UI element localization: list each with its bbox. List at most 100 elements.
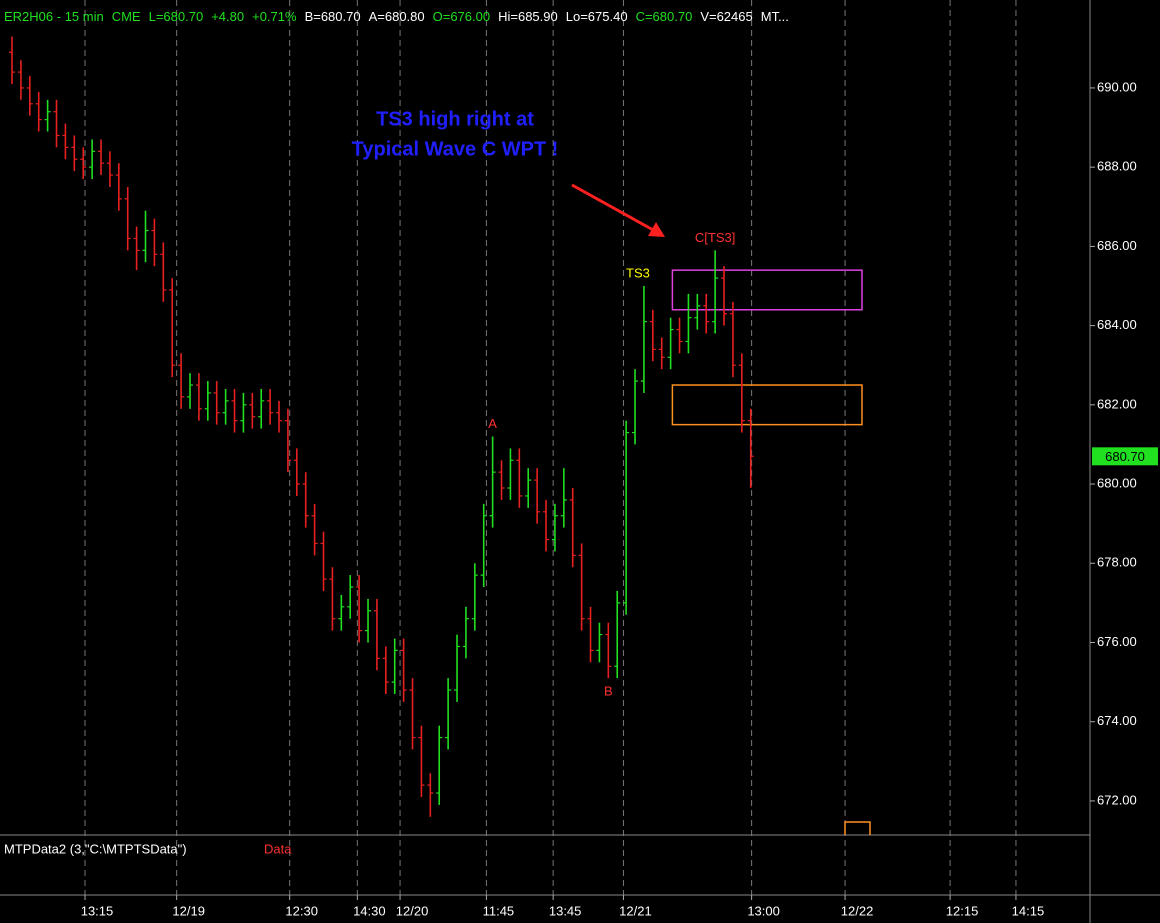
header-field: ER2H06 - 15 min <box>4 9 104 24</box>
ohlc-bar <box>133 226 140 271</box>
ohlc-bar <box>498 460 505 500</box>
ohlc-bar <box>17 60 24 100</box>
y-tick-label: 680.00 <box>1097 475 1137 490</box>
ohlc-bar <box>560 468 567 528</box>
x-tick-label: 12/22 <box>841 903 874 918</box>
x-tick-label: 13:00 <box>747 903 780 918</box>
ohlc-bar <box>551 503 558 552</box>
header-field: A=680.80 <box>369 9 425 24</box>
y-tick-label: 676.00 <box>1097 634 1137 649</box>
ohlc-bar <box>436 725 443 805</box>
x-tick-label: 14:30 <box>353 903 386 918</box>
ohlc-bar <box>676 317 683 354</box>
ohlc-bar <box>471 563 478 631</box>
ohlc-bar <box>382 646 389 694</box>
ohlc-bar <box>195 373 202 421</box>
header-field: +4.80 <box>211 9 244 24</box>
ohlc-bar <box>747 408 754 489</box>
ohlc-bar <box>71 135 78 172</box>
ohlc-bar <box>445 678 452 750</box>
ohlc-bar <box>26 76 33 116</box>
ohlc-bar <box>489 436 496 528</box>
arrow <box>571 183 656 233</box>
y-tick-label: 674.00 <box>1097 713 1137 728</box>
ohlc-bar <box>89 139 96 180</box>
ohlc-bar <box>534 468 541 524</box>
ohlc-bar <box>605 622 612 679</box>
header-field: B=680.70 <box>305 9 361 24</box>
ohlc-bar <box>106 151 113 187</box>
ohlc-bar <box>311 503 318 556</box>
ohlc-bar <box>53 99 60 148</box>
ohlc-bar <box>640 285 647 393</box>
ohlc-bar <box>462 606 469 659</box>
ohlc-bar <box>569 488 576 568</box>
header: ER2H06 - 15 min CME L=680.70 +4.80 +0.71% B=6… <box>4 9 789 24</box>
ohlc-bar <box>365 598 372 643</box>
ohlc-bar <box>258 388 265 429</box>
ohlc-bar <box>596 622 603 663</box>
header-field: L=680.70 <box>149 9 204 24</box>
ohlc-bar <box>356 575 363 643</box>
ohlc-bar <box>685 293 692 354</box>
zone <box>671 269 863 311</box>
ohlc-bar <box>98 139 105 176</box>
ohlc-bar <box>391 638 398 694</box>
ohlc-bar <box>694 293 701 330</box>
grid <box>84 0 1017 895</box>
header-field: Lo=675.40 <box>566 9 628 24</box>
ohlc-bar <box>115 163 122 211</box>
header-field: V=62465 <box>700 9 752 24</box>
ohlc-bar <box>124 186 131 251</box>
y-tick-label: 682.00 <box>1097 396 1137 411</box>
y-tick-label: 688.00 <box>1097 159 1137 174</box>
ohlc-bar <box>302 472 309 528</box>
annotation: B <box>604 684 613 699</box>
ohlc-bar <box>400 638 407 702</box>
x-tick-label: 12:30 <box>285 903 318 918</box>
header-field: +0.71% <box>252 9 297 24</box>
ohlc-bar <box>338 594 345 631</box>
ohlc-bar <box>293 448 300 496</box>
ohlc-bar <box>62 123 69 160</box>
ohlc-bar <box>44 99 51 132</box>
x-tick-label: 13:45 <box>549 903 582 918</box>
ohlc-bar <box>738 353 745 433</box>
last-price-label: 680.70 <box>1105 449 1145 464</box>
indicator-name: MTPData2 (3,"C:\MTPTSData") <box>4 841 187 856</box>
ohlc-bar <box>507 448 514 500</box>
y-tick-label: 686.00 <box>1097 238 1137 253</box>
header-field: O=676.00 <box>433 9 490 24</box>
ohlc-bar <box>454 634 461 702</box>
zone <box>671 384 863 426</box>
ohlc-bar <box>418 725 425 797</box>
ohlc-bar <box>409 678 416 750</box>
ohlc-bar <box>427 773 434 817</box>
ohlc-bar <box>623 420 630 615</box>
last-price-tag <box>1092 447 1158 466</box>
ohlc-bar <box>222 388 229 425</box>
ohlc-bar <box>187 373 194 409</box>
ohlc-bar <box>649 309 656 362</box>
ohlc-bar <box>614 590 621 679</box>
ohlc-bar <box>543 499 550 552</box>
note-line: Typical Wave C WPT ! <box>352 138 559 160</box>
y-tick-label: 672.00 <box>1097 792 1137 807</box>
ohlc-bar <box>169 278 176 378</box>
y-tick-label: 684.00 <box>1097 317 1137 332</box>
ohlc-bar <box>329 567 336 631</box>
ohlc-bar <box>712 250 719 334</box>
annotation: C[TS3] <box>695 230 735 245</box>
indicator-series: Data <box>264 841 292 856</box>
ohlc-bar <box>35 91 42 132</box>
annotation: TS3 <box>626 265 650 280</box>
ohlc-bar <box>721 266 728 326</box>
header-field: Hi=685.90 <box>498 9 558 24</box>
ohlc-bar <box>632 369 639 445</box>
header-field: CME <box>112 9 141 24</box>
x-tick-label: 12/19 <box>172 903 205 918</box>
ohlc-bar <box>480 503 487 588</box>
ohlc-bar <box>9 36 16 84</box>
ohlc-bar <box>320 531 327 591</box>
